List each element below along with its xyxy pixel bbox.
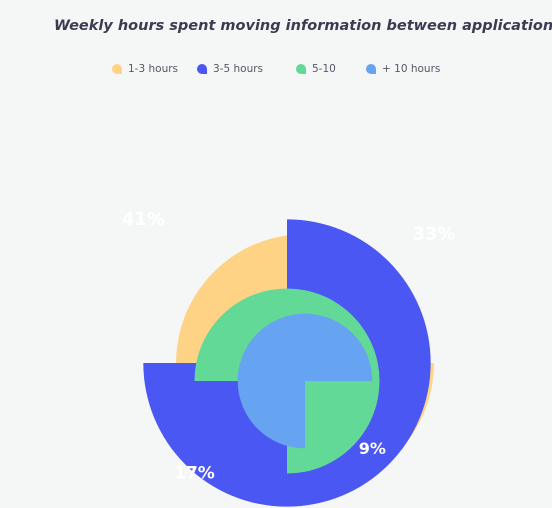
petal-value-label: 9%	[359, 439, 386, 458]
petal--10-hours	[237, 313, 373, 449]
legend-marker	[296, 64, 306, 74]
legend-label: 3-5 hours	[213, 63, 264, 75]
legend-item-5-10: 5-10	[296, 61, 336, 77]
legend-marker	[366, 64, 376, 74]
legend-item-1-3-hours: 1-3 hours	[112, 61, 178, 77]
legend: 1-3 hours 3-5 hours 5-10 + 10 hours	[0, 61, 552, 77]
chart-title: Weekly hours spent moving information be…	[54, 18, 552, 34]
petal-value-label: 41%	[122, 209, 165, 230]
legend-item-3-5-hours: 3-5 hours	[197, 61, 263, 77]
petal-value-label: 33%	[412, 224, 455, 245]
legend-label: 5-10	[312, 63, 336, 75]
petal-value-label: 17%	[174, 464, 215, 484]
legend-label: + 10 hours	[382, 63, 441, 75]
legend-marker	[197, 64, 207, 74]
legend-marker	[112, 64, 122, 74]
legend-label: 1-3 hours	[128, 63, 179, 75]
legend-item-10-plus-hours: + 10 hours	[366, 61, 440, 77]
